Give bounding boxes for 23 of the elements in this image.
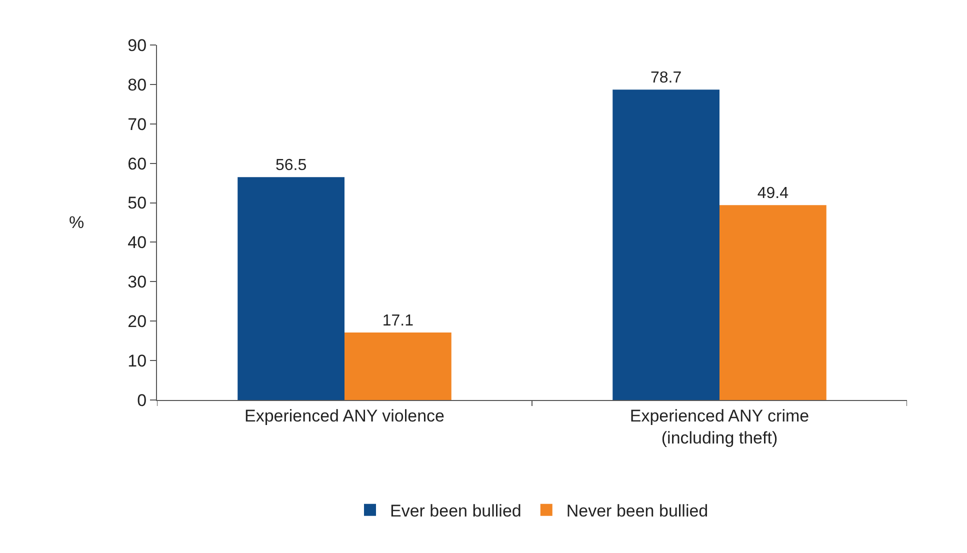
y-tick-label: 60 [128, 154, 147, 174]
x-tick-label: Experienced ANY violence [244, 406, 445, 426]
y-tick-label: 90 [128, 36, 147, 55]
y-tick-label: 70 [128, 114, 147, 134]
data-label: 49.4 [757, 185, 789, 202]
bar [238, 177, 344, 400]
y-axis-title: % [69, 213, 84, 232]
y-tick-label: 0 [137, 390, 147, 410]
y-tick-label: 50 [128, 194, 147, 213]
data-label: 17.1 [382, 312, 414, 330]
data-label: 78.7 [650, 70, 682, 87]
x-tick-label: Experienced ANY crime (including theft) [630, 406, 810, 448]
legend-label: Never been bullied [566, 501, 708, 520]
data-label: 56.5 [275, 157, 307, 174]
legend-label: Ever been bullied [390, 501, 522, 520]
y-tick-label: 20 [128, 312, 147, 332]
bar [612, 90, 720, 400]
y-tick-label: 40 [128, 233, 147, 252]
y-tick-label: 10 [128, 352, 147, 371]
y-tick-label: 80 [128, 75, 147, 94]
bar [720, 205, 826, 400]
y-tick-label: 30 [128, 272, 147, 292]
bar [344, 332, 452, 400]
